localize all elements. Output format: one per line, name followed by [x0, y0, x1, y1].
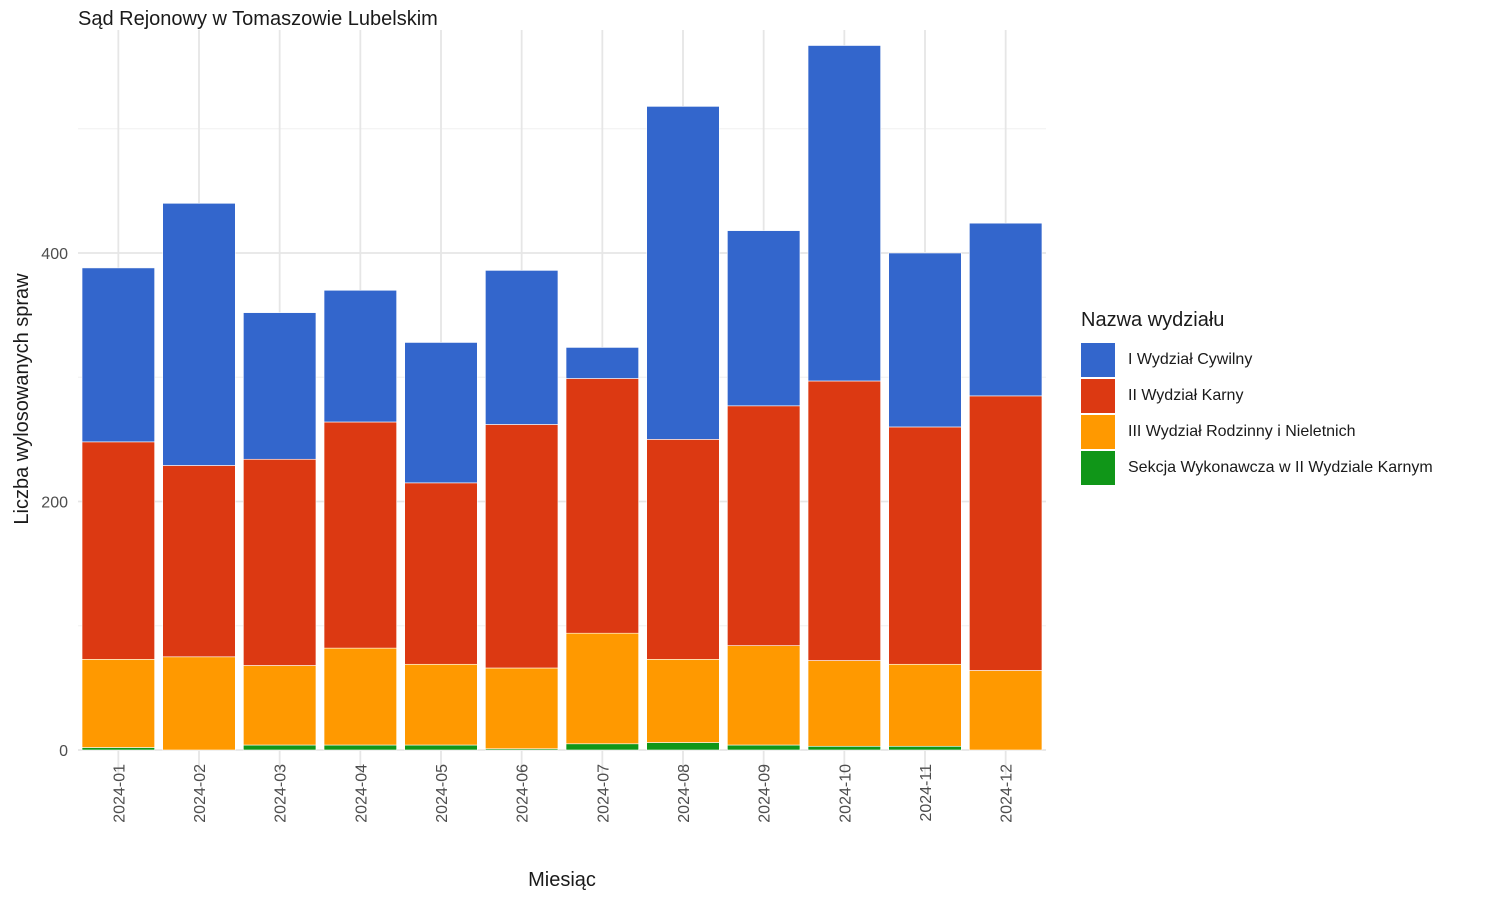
bar-segment — [969, 670, 1043, 751]
bar-segment — [404, 663, 478, 746]
bar-segment — [162, 656, 236, 751]
legend-label: II Wydział Karny — [1128, 387, 1244, 404]
x-tick-label: 2024-06 — [515, 764, 532, 823]
bar-segment — [727, 645, 801, 746]
bar-segment — [969, 222, 1043, 397]
chart-title: Sąd Rejonowy w Tomaszowie Lubelskim — [78, 8, 438, 30]
bar-segment — [888, 663, 962, 747]
bar-segment — [888, 252, 962, 428]
bar-segment — [323, 289, 397, 423]
bar-segment — [646, 439, 720, 660]
x-axis-label: Miesiąc — [528, 869, 596, 891]
bar-segment — [243, 458, 317, 666]
bar-segment — [807, 660, 881, 747]
x-tick-label: 2024-12 — [999, 764, 1016, 823]
legend-label: I Wydział Cywilny — [1128, 351, 1253, 368]
bar-segment — [323, 421, 397, 649]
bar-segment — [404, 482, 478, 665]
legend-item: Sekcja Wykonawcza w II Wydziale Karnym — [1081, 450, 1433, 486]
bar-segment — [565, 378, 639, 634]
y-tick-label: 200 — [41, 495, 68, 512]
x-tick-label: 2024-07 — [595, 764, 612, 823]
legend-items: I Wydział Cywilny II Wydział Karny III Wyd… — [1081, 342, 1433, 486]
legend-item: II Wydział Karny — [1081, 378, 1433, 414]
bar-segment — [404, 342, 478, 484]
bar-segment — [243, 665, 317, 746]
x-tick-label: 2024-10 — [837, 764, 854, 823]
legend-swatch — [1081, 415, 1115, 449]
bar-segment — [485, 424, 559, 669]
legend-item: I Wydział Cywilny — [1081, 342, 1433, 378]
bar-segment — [162, 203, 236, 466]
bar-segment — [646, 658, 720, 743]
x-tick-label: 2024-08 — [676, 764, 693, 823]
bar-segment — [485, 667, 559, 750]
legend-swatch — [1081, 451, 1115, 485]
bar-segment — [807, 380, 881, 661]
bar-segment — [485, 270, 559, 425]
legend: Nazwa wydziału I Wydział Cywilny II Wydzi… — [1081, 309, 1433, 486]
y-axis-ticks: 0 200 400 — [41, 246, 68, 760]
bar-segment — [807, 45, 881, 382]
bar-segment — [81, 747, 155, 751]
bar-segment — [243, 312, 317, 460]
bar-segment — [807, 745, 881, 751]
y-axis-label: Liczba wylosowanych spraw — [11, 273, 33, 525]
bar-segment — [81, 441, 155, 660]
legend-label: Sekcja Wykonawcza w II Wydziale Karnym — [1128, 459, 1433, 476]
legend-item: III Wydział Rodzinny i Nieletnich — [1081, 414, 1433, 450]
legend-title: Nazwa wydziału — [1081, 309, 1225, 331]
x-tick-label: 2024-03 — [273, 764, 290, 823]
x-axis-ticks: 2024-01 2024-02 2024-03 2024-04 2024-05 2024-… — [111, 764, 1015, 823]
bars — [81, 45, 1043, 751]
y-tick-label: 400 — [41, 246, 68, 263]
y-tick-label: 0 — [59, 743, 68, 760]
bar-segment — [565, 743, 639, 751]
legend-swatch — [1081, 343, 1115, 377]
x-tick-label: 2024-04 — [353, 764, 370, 823]
bar-segment — [162, 465, 236, 658]
bar-segment — [81, 658, 155, 748]
bar-segment — [404, 744, 478, 751]
legend-label: III Wydział Rodzinny i Nieletnich — [1128, 423, 1356, 440]
bar-segment — [323, 744, 397, 751]
bar-segment — [727, 230, 801, 407]
bar-segment — [565, 347, 639, 379]
x-tick-label: 2024-09 — [757, 764, 774, 823]
x-tick-label: 2024-02 — [192, 764, 209, 823]
bar-segment — [565, 632, 639, 745]
bar-segment — [646, 106, 720, 440]
x-tick-label: 2024-01 — [111, 764, 128, 823]
x-tick-label: 2024-05 — [434, 764, 451, 823]
bar-segment — [727, 405, 801, 646]
bar-segment — [888, 426, 962, 665]
x-tick-label: 2024-11 — [918, 764, 935, 822]
bar-segment — [969, 395, 1043, 671]
bar-segment — [243, 744, 317, 751]
bar-segment — [646, 742, 720, 751]
bar-segment — [727, 744, 801, 751]
legend-swatch — [1081, 379, 1115, 413]
bar-segment — [323, 647, 397, 746]
bar-segment — [81, 267, 155, 443]
bar-segment — [888, 745, 962, 751]
